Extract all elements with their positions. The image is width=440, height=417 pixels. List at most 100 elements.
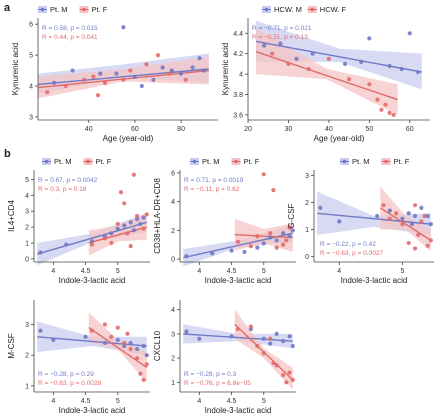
- data-point-b4-1-10: [125, 331, 130, 336]
- data-point-b3-1-8: [422, 213, 427, 219]
- y-tick-label-b3-3: 3: [305, 173, 309, 180]
- y-tick-label-b4-2: 3: [25, 322, 29, 329]
- data-point-a2-0-9: [407, 31, 412, 36]
- x-axis-label-a2: Age (year-old): [314, 134, 365, 143]
- data-point-a1-1-5: [121, 77, 126, 82]
- x-tick-label-a2-2: 40: [325, 126, 333, 133]
- data-point-a1-0-11: [197, 56, 202, 61]
- data-point-b2-1-2: [255, 234, 260, 239]
- x-axis-label-b1: Indole-3-lactic acid: [59, 276, 126, 285]
- data-point-b2-1-3: [261, 172, 266, 177]
- data-point-b1-1-6: [125, 231, 130, 236]
- legend-label-a2-1: HCW. F: [320, 5, 347, 14]
- data-point-b1-1-1: [102, 236, 107, 241]
- data-point-a2-1-9: [391, 112, 396, 117]
- legend-label-a1-1: Pt. F: [92, 5, 108, 14]
- legend-dot-b2-0: [192, 159, 197, 164]
- fit-line-b4-1: [88, 327, 148, 369]
- data-point-b1-1-7: [128, 244, 133, 249]
- data-point-b4-0-9: [144, 353, 149, 358]
- data-point-b4-0-5: [122, 343, 127, 349]
- data-point-b2-1-6: [274, 245, 279, 250]
- x-axis-label-a1: Age (year-old): [103, 134, 154, 143]
- data-point-b3-1-5: [412, 246, 418, 251]
- data-point-a1-0-8: [169, 68, 174, 73]
- chart-b3: 4 5 0 1 2 3 Indole-3-lactic acid G-CSF R = −0.22…: [287, 157, 434, 285]
- data-point-a1-0-9: [178, 71, 184, 76]
- data-point-a2-0-0: [262, 43, 267, 48]
- x-tick-label-b4-1: 4.5: [81, 398, 91, 405]
- y-tick-label-b4-0: 1: [25, 383, 29, 390]
- data-point-b4-1-5: [128, 346, 133, 352]
- data-point-b1-0-11: [131, 228, 136, 233]
- data-point-a1-1-9: [167, 71, 172, 76]
- data-point-a1-1-2: [82, 77, 87, 82]
- x-tick-label-b2-1: 4.5: [227, 268, 237, 275]
- fit-line-b2-1: [234, 233, 293, 239]
- data-point-b4-0-7: [135, 346, 140, 352]
- x-axis-label-b4: Indole-3-lactic acid: [59, 406, 126, 415]
- data-point-b5-1-5: [271, 360, 276, 366]
- data-point-b1-1-5: [122, 201, 127, 206]
- data-point-b1-0-4: [109, 231, 114, 236]
- chart-b4: 4 4.5 5 1 2 3 Indole-3-lactic acid M-CSF R = −0.…: [7, 300, 150, 415]
- data-point-b3-1-3: [400, 222, 405, 227]
- fit-line-b1-0: [37, 221, 147, 255]
- data-point-b5-1-2: [255, 343, 260, 349]
- y-tick-label-a2-1: 3.8: [233, 92, 243, 99]
- y-tick-label-b5-2: 3: [171, 331, 175, 338]
- x-axis-label-b5: Indole-3-lactic acid: [205, 406, 272, 415]
- chart-a2: 20 30 40 50 60 3.6 3.8 4 4.2 4.4 Age (year-old) Kyn…: [221, 5, 430, 143]
- data-point-b4-1-0: [89, 328, 95, 333]
- y-tick-label-b1-3: 3: [25, 209, 29, 216]
- data-point-b4-1-7: [138, 371, 143, 376]
- data-point-b5-1-9: [287, 370, 292, 375]
- data-point-a2-1-5: [367, 82, 372, 87]
- legend-dot-a2-1: [310, 7, 315, 12]
- fit-line-a2-0: [255, 40, 423, 73]
- x-tick-label-b5-1: 4.5: [227, 398, 237, 405]
- y-axis-label-a2: Kynurenic acid: [221, 43, 230, 95]
- data-point-a2-1-2: [306, 66, 311, 72]
- data-point-b2-0-9: [287, 234, 292, 239]
- stat-annotation-a2-0: R = −0.71, p = 0.021: [252, 25, 312, 32]
- data-point-b2-1-9: [287, 225, 292, 230]
- legend-label-b2-1: Pt. F: [244, 157, 260, 166]
- y-axis-label-b3: G-CSF: [287, 203, 296, 228]
- data-point-b2-0-3: [242, 249, 247, 255]
- data-point-a1-1-7: [144, 62, 149, 67]
- data-point-a1-1-8: [155, 52, 161, 58]
- legend-label-b3-1: Pt. F: [394, 157, 410, 166]
- data-point-b1-1-11: [144, 212, 149, 217]
- y-axis-label-b2: CD38+HLA-DR+CD8: [153, 178, 162, 254]
- x-tick-label-b1-1: 4.5: [81, 268, 91, 275]
- data-point-b4-0-1: [51, 337, 56, 342]
- data-point-b3-0-0: [318, 205, 323, 210]
- data-point-b3-1-10: [428, 238, 433, 243]
- stat-annotation-b2-1: R = −0.11, p = 0.62: [184, 186, 240, 193]
- data-point-b1-0-9: [138, 221, 143, 227]
- data-point-b2-0-8: [281, 231, 286, 236]
- data-point-b1-1-10: [141, 226, 146, 231]
- data-point-a1-0-3: [114, 71, 119, 76]
- x-axis-label-b2: Indole-3-lactic acid: [205, 276, 272, 285]
- fit-line-b5-0: [183, 333, 293, 342]
- stat-annotation-b5-0: R = −0.28, p = 0.3: [184, 371, 237, 378]
- data-point-a2-0-4: [342, 61, 348, 66]
- y-axis-label-b4: M-CSF: [7, 333, 16, 358]
- legend-dot-a2-0: [264, 7, 269, 12]
- data-point-b4-0-2: [83, 334, 88, 339]
- y-tick-label-b2-2: 4: [171, 199, 175, 206]
- data-point-b5-1-1: [248, 324, 253, 329]
- x-tick-label-a2-0: 20: [244, 126, 252, 133]
- y-tick-label-a1-2: 5: [29, 53, 33, 60]
- legend-dot-a1-1: [82, 7, 86, 12]
- data-point-b1-1-2: [109, 240, 114, 246]
- data-point-a2-0-10: [415, 69, 420, 75]
- data-point-a1-1-4: [102, 80, 108, 86]
- data-point-b5-0-8: [287, 334, 292, 339]
- data-point-a2-0-8: [399, 66, 404, 72]
- y-tick-label-a2-0: 3.6: [233, 112, 243, 119]
- stat-annotation-b4-1: R = −0.63, p = 0.0028: [38, 380, 101, 387]
- data-point-b1-0-7: [128, 220, 133, 225]
